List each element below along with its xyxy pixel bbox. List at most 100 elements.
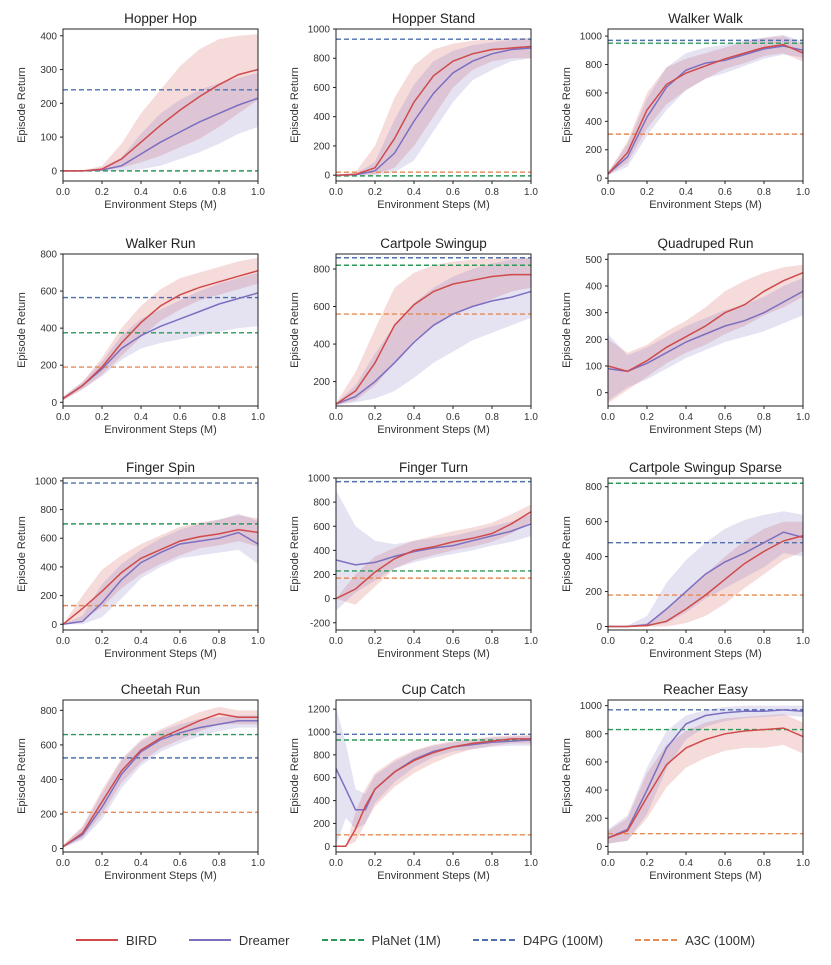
- y-tick-label: 600: [313, 302, 330, 313]
- x-tick-label: 0.4: [679, 412, 693, 423]
- y-tick-label: 0: [596, 174, 602, 185]
- series-line-dreamer: [63, 292, 258, 400]
- y-tick-label: 400: [40, 31, 57, 42]
- x-tick-label: 0.8: [485, 858, 499, 869]
- y-axis-label: Episode Return: [289, 292, 301, 368]
- y-tick-label: 600: [313, 83, 330, 94]
- y-tick-label: 300: [40, 65, 57, 76]
- plot-frame: [335, 28, 532, 182]
- x-tick-label: 0.0: [329, 636, 343, 647]
- series-line-dreamer: [336, 523, 531, 566]
- x-tick-label: 0.8: [757, 636, 771, 647]
- y-tick-label: 800: [40, 250, 57, 261]
- x-tick-label: 1.0: [251, 858, 265, 869]
- y-tick-label: 400: [40, 324, 57, 335]
- band-bird: [336, 257, 531, 406]
- series-line-bird: [336, 511, 531, 600]
- y-tick-label: 400: [585, 786, 602, 797]
- y-tick-label: 1200: [308, 705, 331, 716]
- x-tick-label: 0.4: [134, 187, 148, 198]
- y-tick-label: 0: [51, 844, 57, 855]
- x-tick-label: 1.0: [796, 858, 810, 869]
- panel-title: Cartpole Swingup: [380, 236, 487, 251]
- panel-title: Hopper Hop: [124, 11, 197, 26]
- panel-cheetah-run: Cheetah Run 0.0 0.2 0.4 0.6 0.8 1.0 0 200 400 600 8…: [16, 682, 265, 882]
- y-tick-label: 600: [313, 773, 330, 784]
- y-axis-label: Episode Return: [289, 516, 301, 592]
- legend-item-bird: BIRD: [75, 933, 157, 948]
- x-tick-label: 0.4: [679, 187, 693, 198]
- band-bird: [336, 504, 531, 605]
- x-tick-label: 0.0: [56, 636, 70, 647]
- x-tick-label: 0.6: [718, 858, 732, 869]
- x-axis-label: Environment Steps (M): [649, 424, 761, 436]
- series-line-bird: [63, 269, 258, 400]
- x-tick-label: 0.2: [95, 858, 109, 869]
- x-axis-label: Environment Steps (M): [649, 199, 761, 211]
- series-line-dreamer: [63, 719, 258, 848]
- band-dreamer: [336, 706, 531, 847]
- y-tick-label: 200: [313, 377, 330, 388]
- panel-title: Cheetah Run: [121, 682, 201, 697]
- y-tick-label: 600: [585, 517, 602, 528]
- y-tick-label: 600: [313, 522, 330, 533]
- y-tick-label: 800: [313, 54, 330, 65]
- y-tick-label: 200: [313, 819, 330, 830]
- x-tick-label: 0.2: [640, 636, 654, 647]
- x-tick-label: 0.2: [368, 187, 382, 198]
- y-tick-label: 400: [40, 562, 57, 573]
- panel-title: Hopper Stand: [392, 11, 475, 26]
- plot-area: [336, 37, 531, 177]
- y-axis-label: Episode Return: [16, 738, 28, 814]
- x-tick-label: 0.0: [56, 412, 70, 423]
- x-tick-label: 0.0: [329, 858, 343, 869]
- panel-cartpole-swingup-sparse: Cartpole Swingup Sparse 0.0 0.2 0.4 0.6 0.8 1.…: [561, 460, 810, 660]
- y-tick-label: 0: [51, 398, 57, 409]
- plot-frame: [607, 253, 804, 407]
- x-axis-label: Environment Steps (M): [104, 199, 216, 211]
- y-axis-label: Episode Return: [561, 292, 573, 368]
- plot-area: [63, 257, 258, 401]
- x-axis-label: Environment Steps (M): [104, 870, 216, 882]
- panel-quadruped-run: Quadruped Run 0.0 0.2 0.4 0.6 0.8 1.0 0 100 200 30…: [561, 236, 810, 436]
- x-axis-label: Environment Steps (M): [104, 648, 216, 660]
- band-bird: [608, 714, 803, 844]
- x-tick-label: 0.6: [446, 636, 460, 647]
- band-bird: [336, 37, 531, 176]
- y-tick-label: 800: [313, 265, 330, 276]
- x-tick-label: 0.8: [485, 187, 499, 198]
- x-tick-label: 0.2: [368, 636, 382, 647]
- plot-area: [336, 706, 531, 848]
- x-tick-label: 1.0: [796, 412, 810, 423]
- legend-label: Dreamer: [238, 932, 290, 948]
- series-line-dreamer: [63, 531, 258, 626]
- series-line-bird: [63, 68, 258, 172]
- band-dreamer: [336, 38, 531, 176]
- y-axis-label: Episode Return: [561, 738, 573, 814]
- x-tick-label: 0.2: [368, 412, 382, 423]
- y-tick-label: 300: [585, 308, 602, 319]
- figure: Hopper Hop 0.0 0.2 0.4 0.6 0.8 1.0 0 100 200 300 40…: [16, 11, 810, 882]
- plot-area: [608, 482, 803, 628]
- series-line-bird: [336, 738, 531, 848]
- x-tick-label: 0.6: [718, 412, 732, 423]
- plot-area: [608, 34, 803, 176]
- panel-hopper-stand: Hopper Stand 0.0 0.2 0.4 0.6 0.8 1.0 0 200 400 600…: [289, 11, 538, 211]
- x-tick-label: 0.2: [368, 858, 382, 869]
- panel-title: Finger Turn: [399, 460, 468, 475]
- y-tick-label: 0: [51, 620, 57, 631]
- x-tick-label: 0.0: [56, 858, 70, 869]
- y-tick-label: 600: [40, 287, 57, 298]
- x-tick-label: 1.0: [524, 858, 538, 869]
- y-tick-label: 400: [585, 117, 602, 128]
- plot-frame: [62, 28, 259, 182]
- panel-title: Finger Spin: [126, 460, 195, 475]
- x-tick-label: 0.6: [718, 187, 732, 198]
- x-tick-label: 0.6: [718, 636, 732, 647]
- band-dreamer: [336, 490, 531, 611]
- y-axis-label: Episode Return: [16, 292, 28, 368]
- x-tick-label: 0.4: [407, 187, 421, 198]
- panel-cartpole-swingup: Cartpole Swingup 0.0 0.2 0.4 0.6 0.8 1.0 200 400…: [289, 236, 538, 436]
- x-tick-label: 0.6: [173, 636, 187, 647]
- panel-cup-catch: Cup Catch 0.0 0.2 0.4 0.6 0.8 1.0 0 200 400 600 800…: [289, 682, 538, 882]
